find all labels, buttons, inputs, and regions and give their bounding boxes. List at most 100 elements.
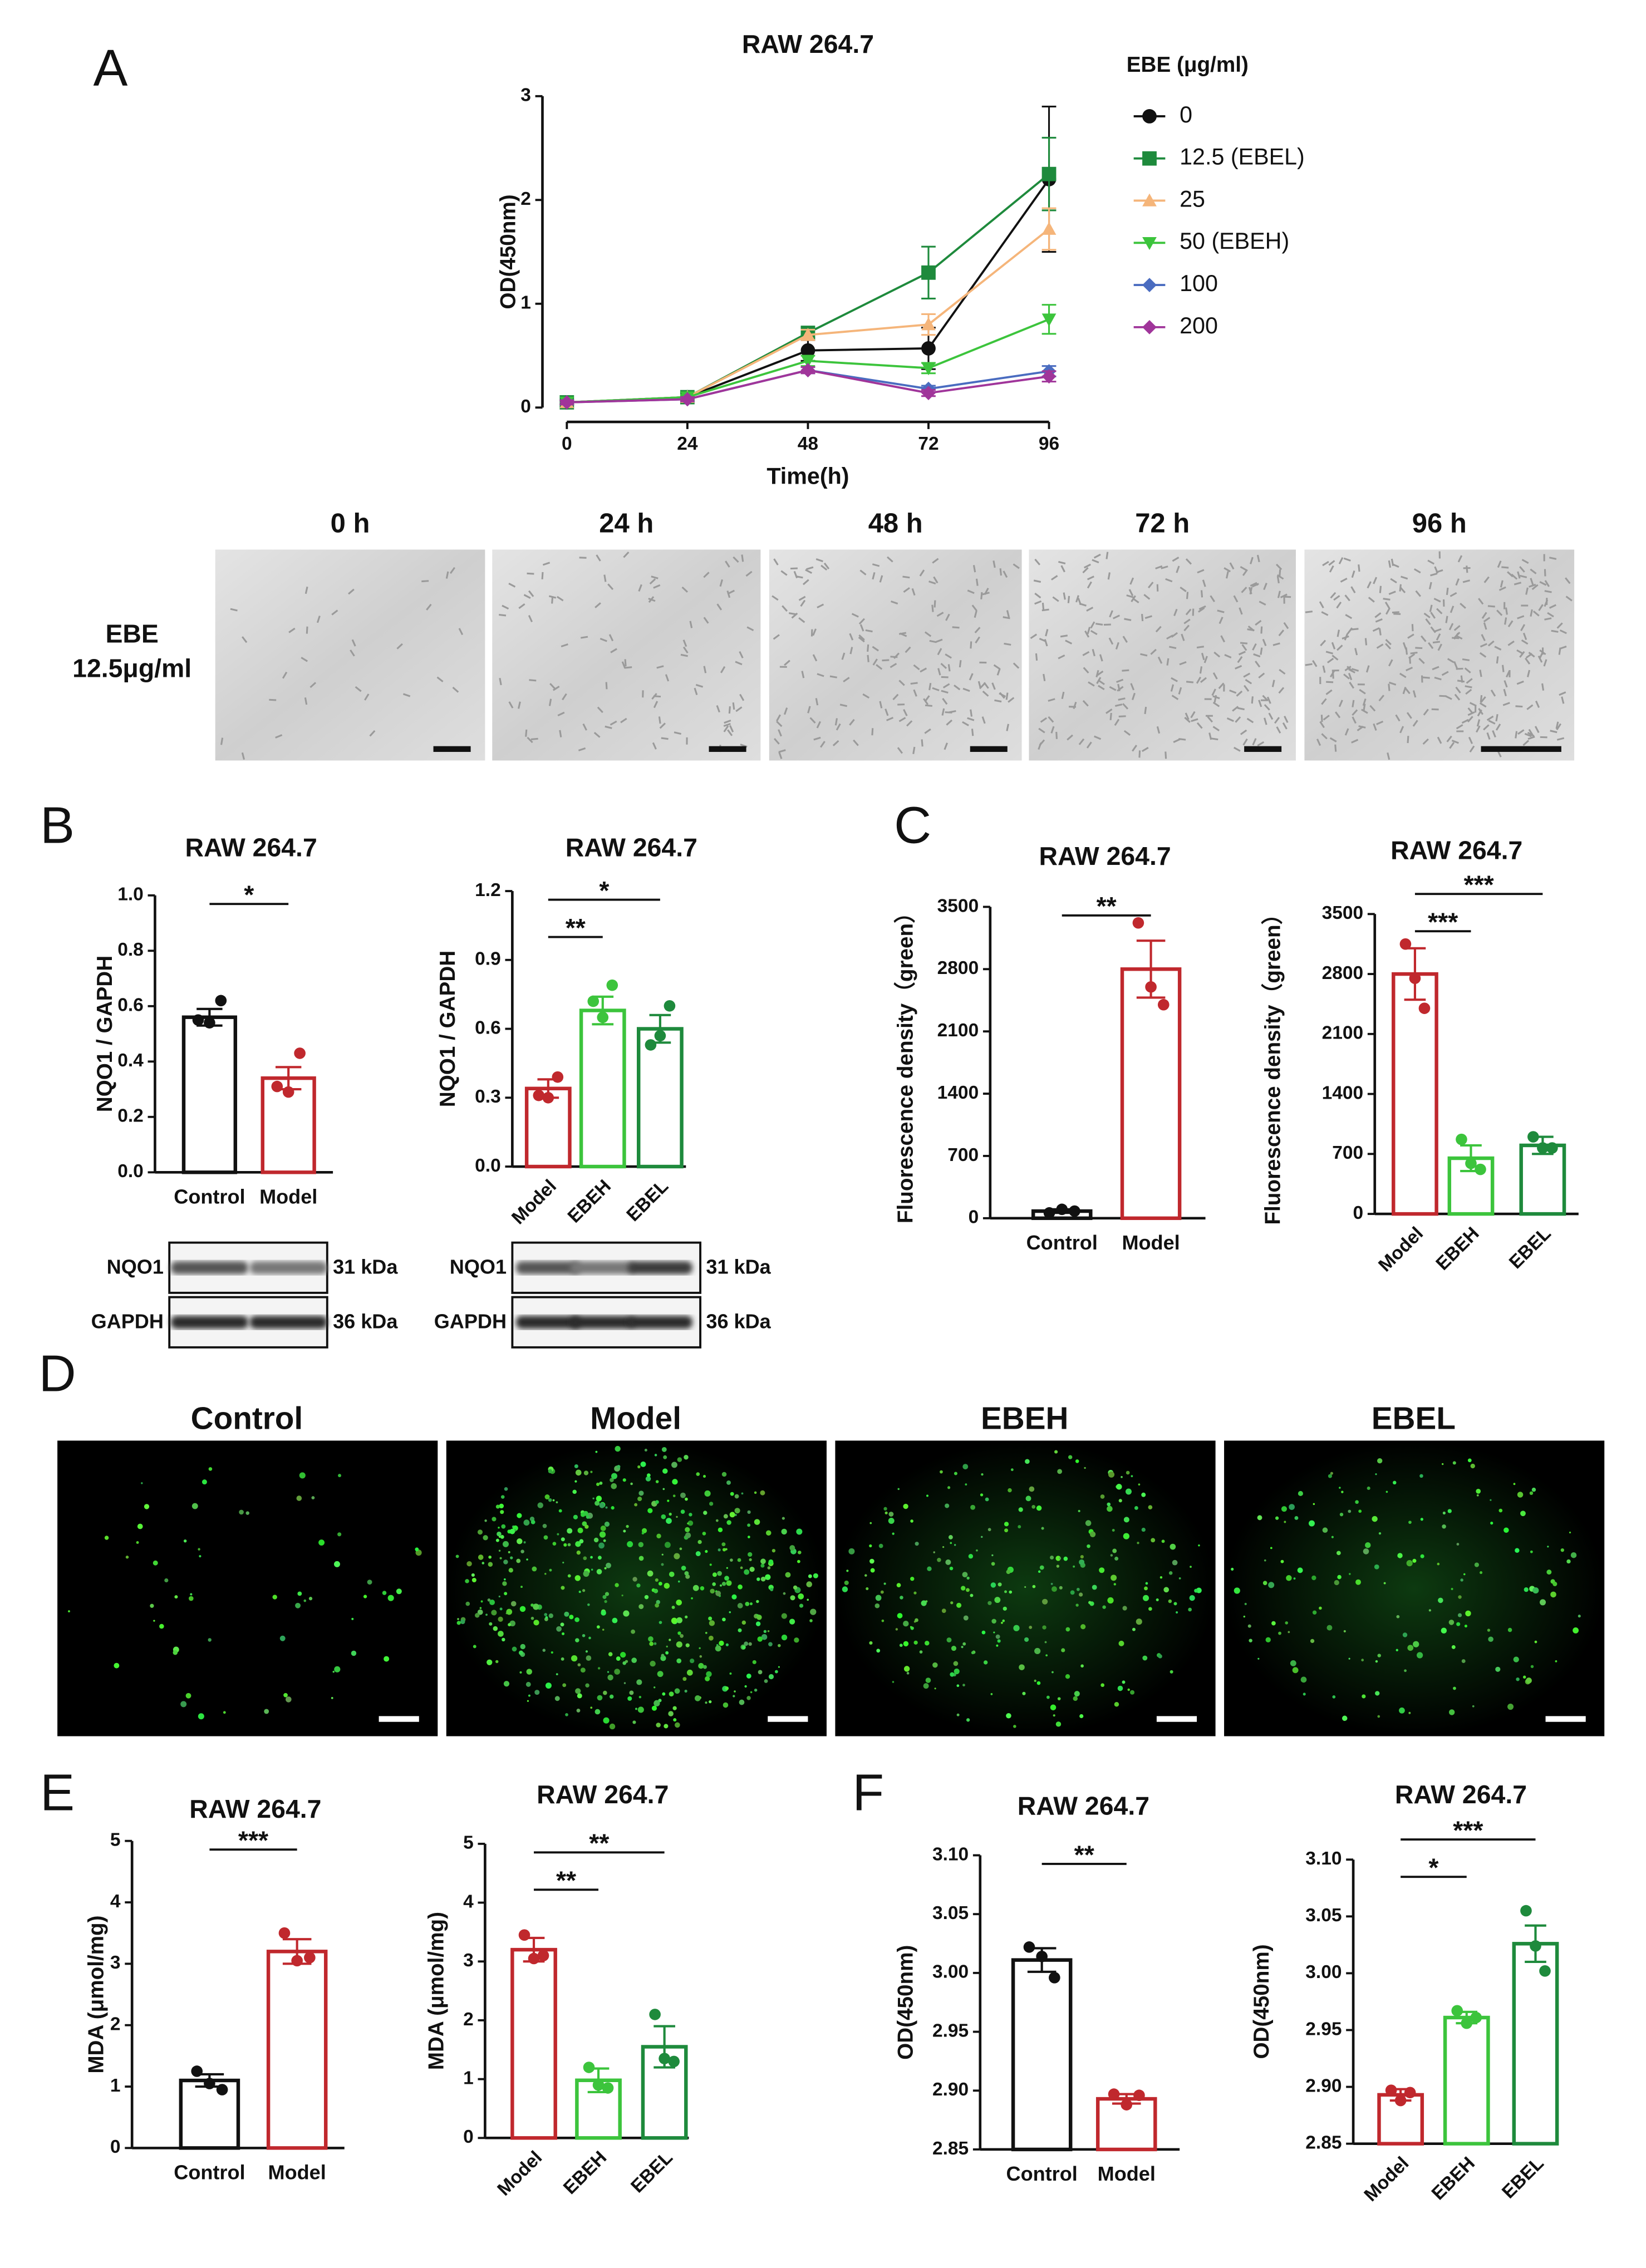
fluorescent-spot: [523, 1541, 526, 1544]
cell: [1367, 581, 1372, 589]
fluorescent-spot: [1078, 1509, 1080, 1513]
fluorescent-spot: [1056, 1565, 1060, 1568]
fluorescent-spot: [638, 1695, 642, 1699]
fluorescent-spot: [1408, 1711, 1411, 1714]
cell: [656, 665, 664, 669]
cell: [1559, 691, 1566, 696]
fluorescent-spot: [576, 1550, 581, 1555]
fluorescent-spot: [913, 1591, 917, 1595]
fluorescent-spot: [1310, 1639, 1315, 1644]
fluorescent-spot: [962, 1464, 969, 1470]
fluorescent-spot: [1123, 1533, 1130, 1539]
fluorescent-spot: [807, 1598, 809, 1601]
fluorescent-spot: [1059, 1586, 1063, 1590]
fluorescent-spot: [504, 1487, 508, 1491]
fluorescent-spot: [734, 1508, 740, 1514]
fluorescent-spot: [499, 1536, 501, 1538]
cell: [529, 679, 537, 682]
fluorescent-spot: [596, 1495, 602, 1502]
chart-title: RAW 264.7: [566, 833, 697, 862]
fluorescent-spot: [208, 1467, 213, 1471]
data-point: [294, 1047, 306, 1059]
fluorescent-spot: [962, 1572, 968, 1578]
cell: [1126, 594, 1134, 598]
data-point: [583, 2062, 595, 2073]
cell: [1455, 578, 1460, 586]
cell: [1320, 715, 1323, 722]
fluorescent-spot: [533, 1603, 539, 1610]
cell: [937, 648, 942, 656]
cell: [862, 693, 870, 699]
cell: [1179, 661, 1187, 666]
cell: [1436, 633, 1441, 641]
fluorescent-spot: [744, 1685, 747, 1688]
fluorescent-spot: [656, 1723, 661, 1728]
fluorescent-spot: [1566, 1559, 1571, 1564]
fluorescent-spot: [968, 1554, 974, 1559]
cell: [1252, 643, 1257, 651]
cell: [1480, 643, 1487, 648]
cell: [1343, 673, 1350, 680]
cell: [1237, 707, 1245, 711]
fluorescent-spot: [596, 1625, 600, 1629]
bar: [179, 2078, 240, 2150]
fluorescent-spot: [664, 1724, 669, 1729]
scale-bar: [379, 1716, 419, 1722]
cell: [836, 723, 841, 731]
cell: [621, 661, 626, 669]
fluorescent-spot: [1116, 1484, 1122, 1490]
cell: [1224, 654, 1232, 658]
fluorescent-spot: [1025, 1459, 1030, 1464]
fluorescent-spot: [575, 1638, 579, 1642]
fluorescent-spot: [1053, 1714, 1055, 1717]
micrograph-caption: 96 h: [1412, 509, 1467, 539]
cell: [1521, 559, 1529, 564]
cell: [1170, 684, 1175, 692]
cell: [527, 572, 534, 575]
cell: [1130, 683, 1135, 691]
cell: [1422, 676, 1430, 679]
fluorescent-spot: [719, 1584, 723, 1587]
cell: [508, 701, 514, 709]
cell: [1262, 638, 1267, 646]
fluorescent-spot: [744, 1641, 749, 1646]
cell: [658, 716, 661, 724]
cell: [1541, 683, 1545, 691]
fluorescent-spot: [1076, 1587, 1080, 1591]
fluorescent-spot: [602, 1629, 605, 1631]
fluorescent-spot: [1448, 1620, 1455, 1625]
fluorescent-spot: [685, 1497, 688, 1501]
fluorescent-spot: [1031, 1504, 1036, 1509]
data-point: [282, 1086, 294, 1098]
cell: [1218, 682, 1225, 690]
cell: [369, 730, 376, 737]
fluorescent-spot: [500, 1495, 505, 1499]
cell: [1105, 709, 1113, 714]
fluorescent-spot: [594, 1500, 600, 1506]
fluorescent-spot: [1420, 1518, 1423, 1521]
fluorescent-spot: [876, 1649, 881, 1653]
fluorescent-spot: [1372, 1516, 1378, 1522]
fluorescent-spot: [1476, 1489, 1481, 1494]
fluorescent-spot: [987, 1601, 992, 1605]
cell: [1333, 595, 1340, 601]
cell: [716, 705, 720, 713]
cell: [1501, 566, 1509, 569]
y-tick-label: 2.90: [932, 2079, 969, 2100]
fluorescent-spot: [638, 1490, 644, 1496]
fluorescent-spot: [164, 1578, 169, 1583]
blot-size: 31 kDa: [706, 1256, 771, 1278]
cell: [1465, 688, 1472, 695]
fluorescent-spot: [510, 1601, 517, 1607]
cell: [1147, 582, 1154, 589]
cell: [1185, 608, 1192, 616]
cell: [1437, 736, 1442, 744]
y-tick-label: 0: [520, 396, 531, 417]
fluorescent-spot: [705, 1631, 707, 1634]
cell: [817, 673, 824, 677]
data-point: [1418, 1002, 1431, 1014]
fluorescent-spot: [1271, 1621, 1276, 1626]
fluorescence-image: [835, 1440, 1216, 1736]
fluorescent-spot: [1339, 1512, 1344, 1517]
data-point: [645, 1039, 657, 1051]
